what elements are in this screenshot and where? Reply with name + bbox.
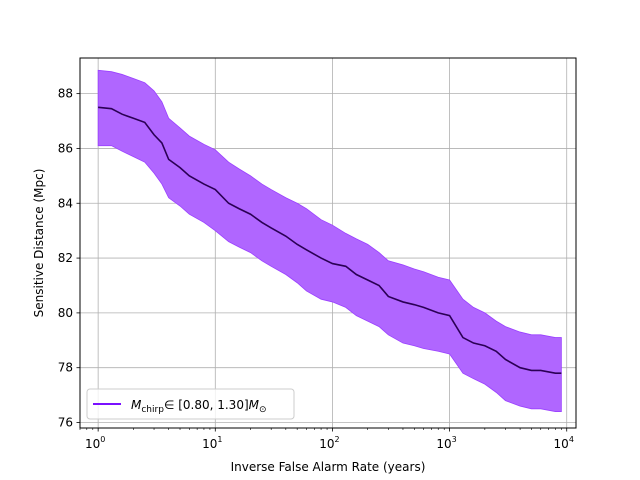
y-axis-label: Sensitive Distance (Mpc): [32, 169, 46, 318]
x-tick-label-base: 10: [436, 437, 451, 451]
x-tick-label-exponent: 1: [217, 435, 222, 444]
x-tick-label: 101: [202, 435, 222, 451]
x-tick-label: 104: [554, 435, 574, 451]
x-tick-label: 102: [319, 435, 339, 451]
y-tick-label: 84: [58, 196, 73, 210]
axes-frame: [79, 57, 577, 429]
x-tick-label-base: 10: [85, 437, 100, 451]
legend-unit: M: [249, 398, 260, 412]
x-tick-label-exponent: 3: [452, 435, 457, 444]
y-tick-label: 82: [58, 251, 73, 265]
x-tick-label-exponent: 0: [100, 435, 105, 444]
y-tick-label: 80: [58, 306, 73, 320]
legend-symbol-sub: chirp: [141, 405, 164, 415]
y-tick-label: 88: [58, 87, 73, 101]
series-line: [98, 106, 562, 374]
x-axis-label: Inverse False Alarm Rate (years): [231, 460, 426, 474]
y-tick-label: 86: [58, 141, 73, 155]
y-tick-label: 76: [58, 416, 73, 430]
x-tick-label-base: 10: [202, 437, 217, 451]
x-tick-label-exponent: 4: [569, 435, 574, 444]
legend-unit-sub: ⊙: [259, 405, 267, 415]
x-tick-label-exponent: 2: [335, 435, 340, 444]
x-tick-label: 100: [85, 435, 105, 451]
legend: Mchirp∈ [0.80, 1.30]M⊙: [86, 388, 295, 420]
legend-entry-label: Mchirp∈ [0.80, 1.30]M⊙: [131, 398, 267, 415]
legend-box: [86, 388, 295, 420]
x-tick-label: 103: [436, 435, 456, 451]
legend-symbol: M: [131, 398, 142, 412]
x-tick-label-base: 10: [319, 437, 334, 451]
y-tick-label: 78: [58, 361, 73, 375]
legend-interval: ∈ [0.80, 1.30]: [164, 398, 249, 412]
x-tick-label-base: 10: [554, 437, 569, 451]
confidence-band: [97, 69, 562, 412]
plot-area: [97, 69, 562, 412]
